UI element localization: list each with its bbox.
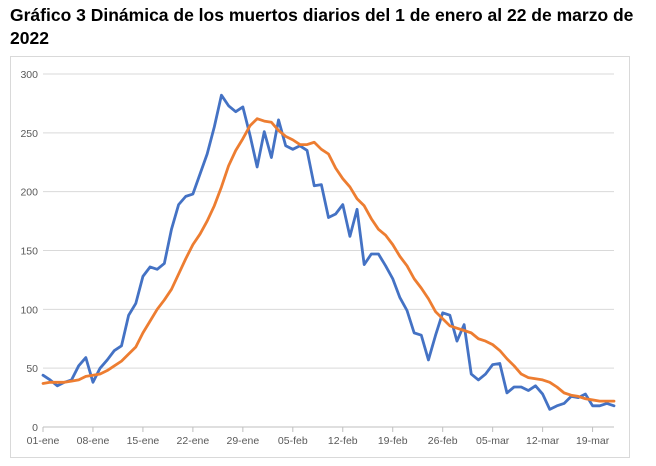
x-tick-label: 19-mar [576,435,610,447]
x-tick-label: 08-ene [77,435,110,447]
y-tick-label: 150 [20,246,38,258]
gridlines [43,73,614,428]
series-lines [41,93,616,411]
x-tick-label: 26-feb [428,435,458,447]
y-tick-label: 0 [32,422,38,434]
y-tick-label: 250 [20,128,38,140]
line-chart: 0 50 100 150 200 250 300 01-ene 08-ene 15-ene 22-… [20,69,616,447]
x-tick-label: 01-ene [27,435,60,447]
x-tick-label: 29-ene [226,435,259,447]
chart-area: 0 50 100 150 200 250 300 01-ene 08-ene 15-ene 22-… [10,56,630,458]
y-axis-ticks: 0 50 100 150 200 250 300 [20,69,38,434]
x-tick-label: 19-feb [378,435,408,447]
x-tick-label: 15-ene [127,435,160,447]
x-tick-label: 05-feb [278,435,308,447]
x-tick-label: 05-mar [476,435,510,447]
y-tick-label: 200 [20,187,38,199]
series-line-daily [41,93,616,411]
x-tick-label: 12-feb [328,435,358,447]
x-tick-label: 12-mar [526,435,560,447]
chart-title: Gráfico 3 Dinámica de los muertos diario… [10,5,634,48]
series-line-average [41,117,616,403]
x-tick-label: 22-ene [177,435,210,447]
y-tick-label: 100 [20,304,38,316]
x-axis-ticks: 01-ene 08-ene 15-ene 22-ene 29-ene 05-feb 12-f… [27,427,610,447]
y-tick-label: 50 [26,363,38,375]
y-tick-label: 300 [20,69,38,81]
